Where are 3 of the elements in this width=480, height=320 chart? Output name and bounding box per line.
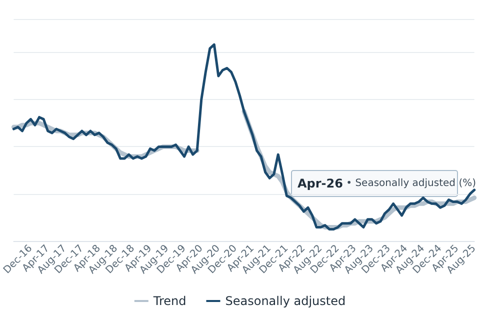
annotation: Apr-26 • Seasonally adjusted (%) xyxy=(297,176,476,190)
legend-label: Seasonally adjusted xyxy=(225,294,346,308)
legend-label: Trend xyxy=(152,294,186,308)
